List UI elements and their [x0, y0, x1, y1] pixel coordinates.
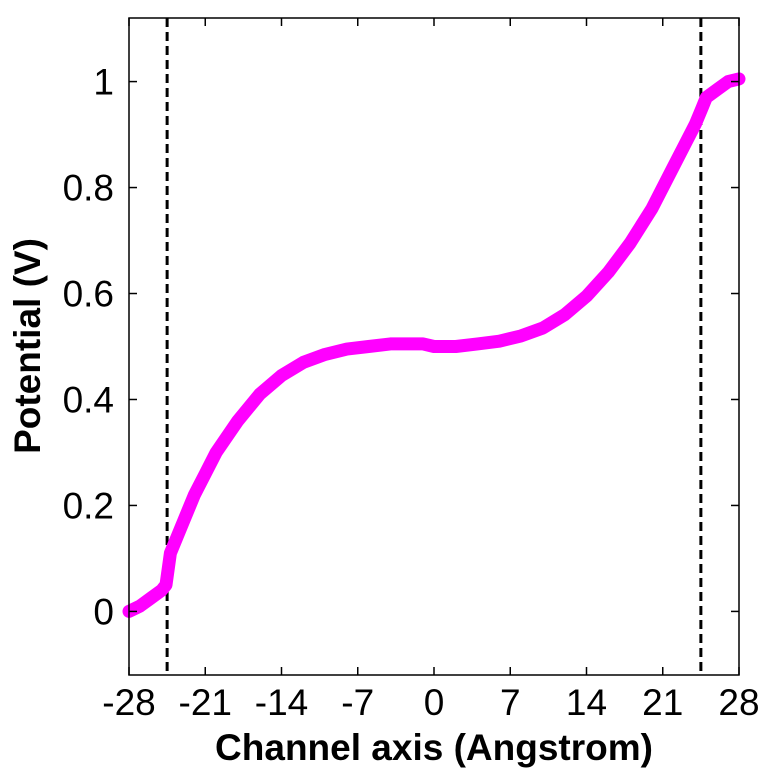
x-tick-label: -7 [341, 682, 374, 723]
y-tick-label: 0.6 [63, 274, 114, 315]
y-tick-label: 0.2 [63, 485, 114, 526]
y-ticks: 0 0.2 0.4 0.6 0.8 1 [63, 62, 739, 632]
x-tick-label: 7 [500, 682, 521, 723]
y-tick-label: 0.8 [63, 168, 114, 209]
series-line [122, 72, 746, 618]
x-ticks: -28 -21 -14 -7 0 7 14 21 28 [102, 18, 760, 723]
x-tick-label: -14 [255, 682, 308, 723]
x-tick-label: 21 [642, 682, 683, 723]
data-series [122, 72, 746, 618]
y-tick-label: 0.4 [63, 379, 114, 420]
y-axis-title: Potential (V) [7, 238, 48, 454]
y-tick-label: 1 [93, 62, 114, 103]
y-tick-label: 0 [93, 591, 114, 632]
x-tick-label: 14 [566, 682, 607, 723]
x-tick-label: 28 [718, 682, 759, 723]
x-tick-label: 0 [424, 682, 445, 723]
x-tick-label: -28 [102, 682, 155, 723]
x-axis-title: Channel axis (Angstrom) [215, 727, 653, 768]
x-tick-label: -21 [179, 682, 232, 723]
